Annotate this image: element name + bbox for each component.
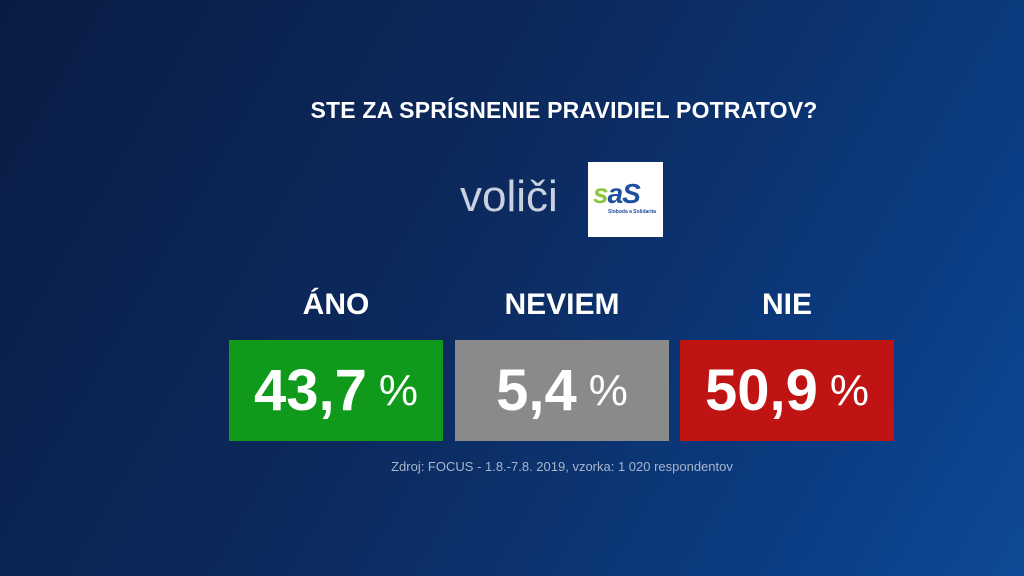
sas-party-logo: saS Sloboda a Solidarita bbox=[588, 162, 663, 237]
result-box: 50,9% bbox=[680, 340, 894, 441]
result-box: 43,7% bbox=[229, 340, 443, 441]
result-label: ÁNO bbox=[302, 288, 370, 321]
result-dont-know: NEVIEM 5,4% bbox=[455, 285, 669, 441]
result-yes: ÁNO 43,7% bbox=[229, 285, 443, 441]
poll-question: STE ZA SPRÍSNENIE PRAVIDIEL POTRATOV? bbox=[310, 97, 818, 123]
result-label: NEVIEM bbox=[504, 288, 620, 321]
voters-label: voliči bbox=[460, 172, 558, 221]
result-label: NIE bbox=[761, 288, 812, 321]
source-note: Zdroj: FOCUS - 1.8.-7.8. 2019, vzorka: 1… bbox=[391, 459, 733, 474]
result-box: 5,4% bbox=[455, 340, 669, 441]
result-no: NIE 50,9% bbox=[680, 285, 894, 441]
